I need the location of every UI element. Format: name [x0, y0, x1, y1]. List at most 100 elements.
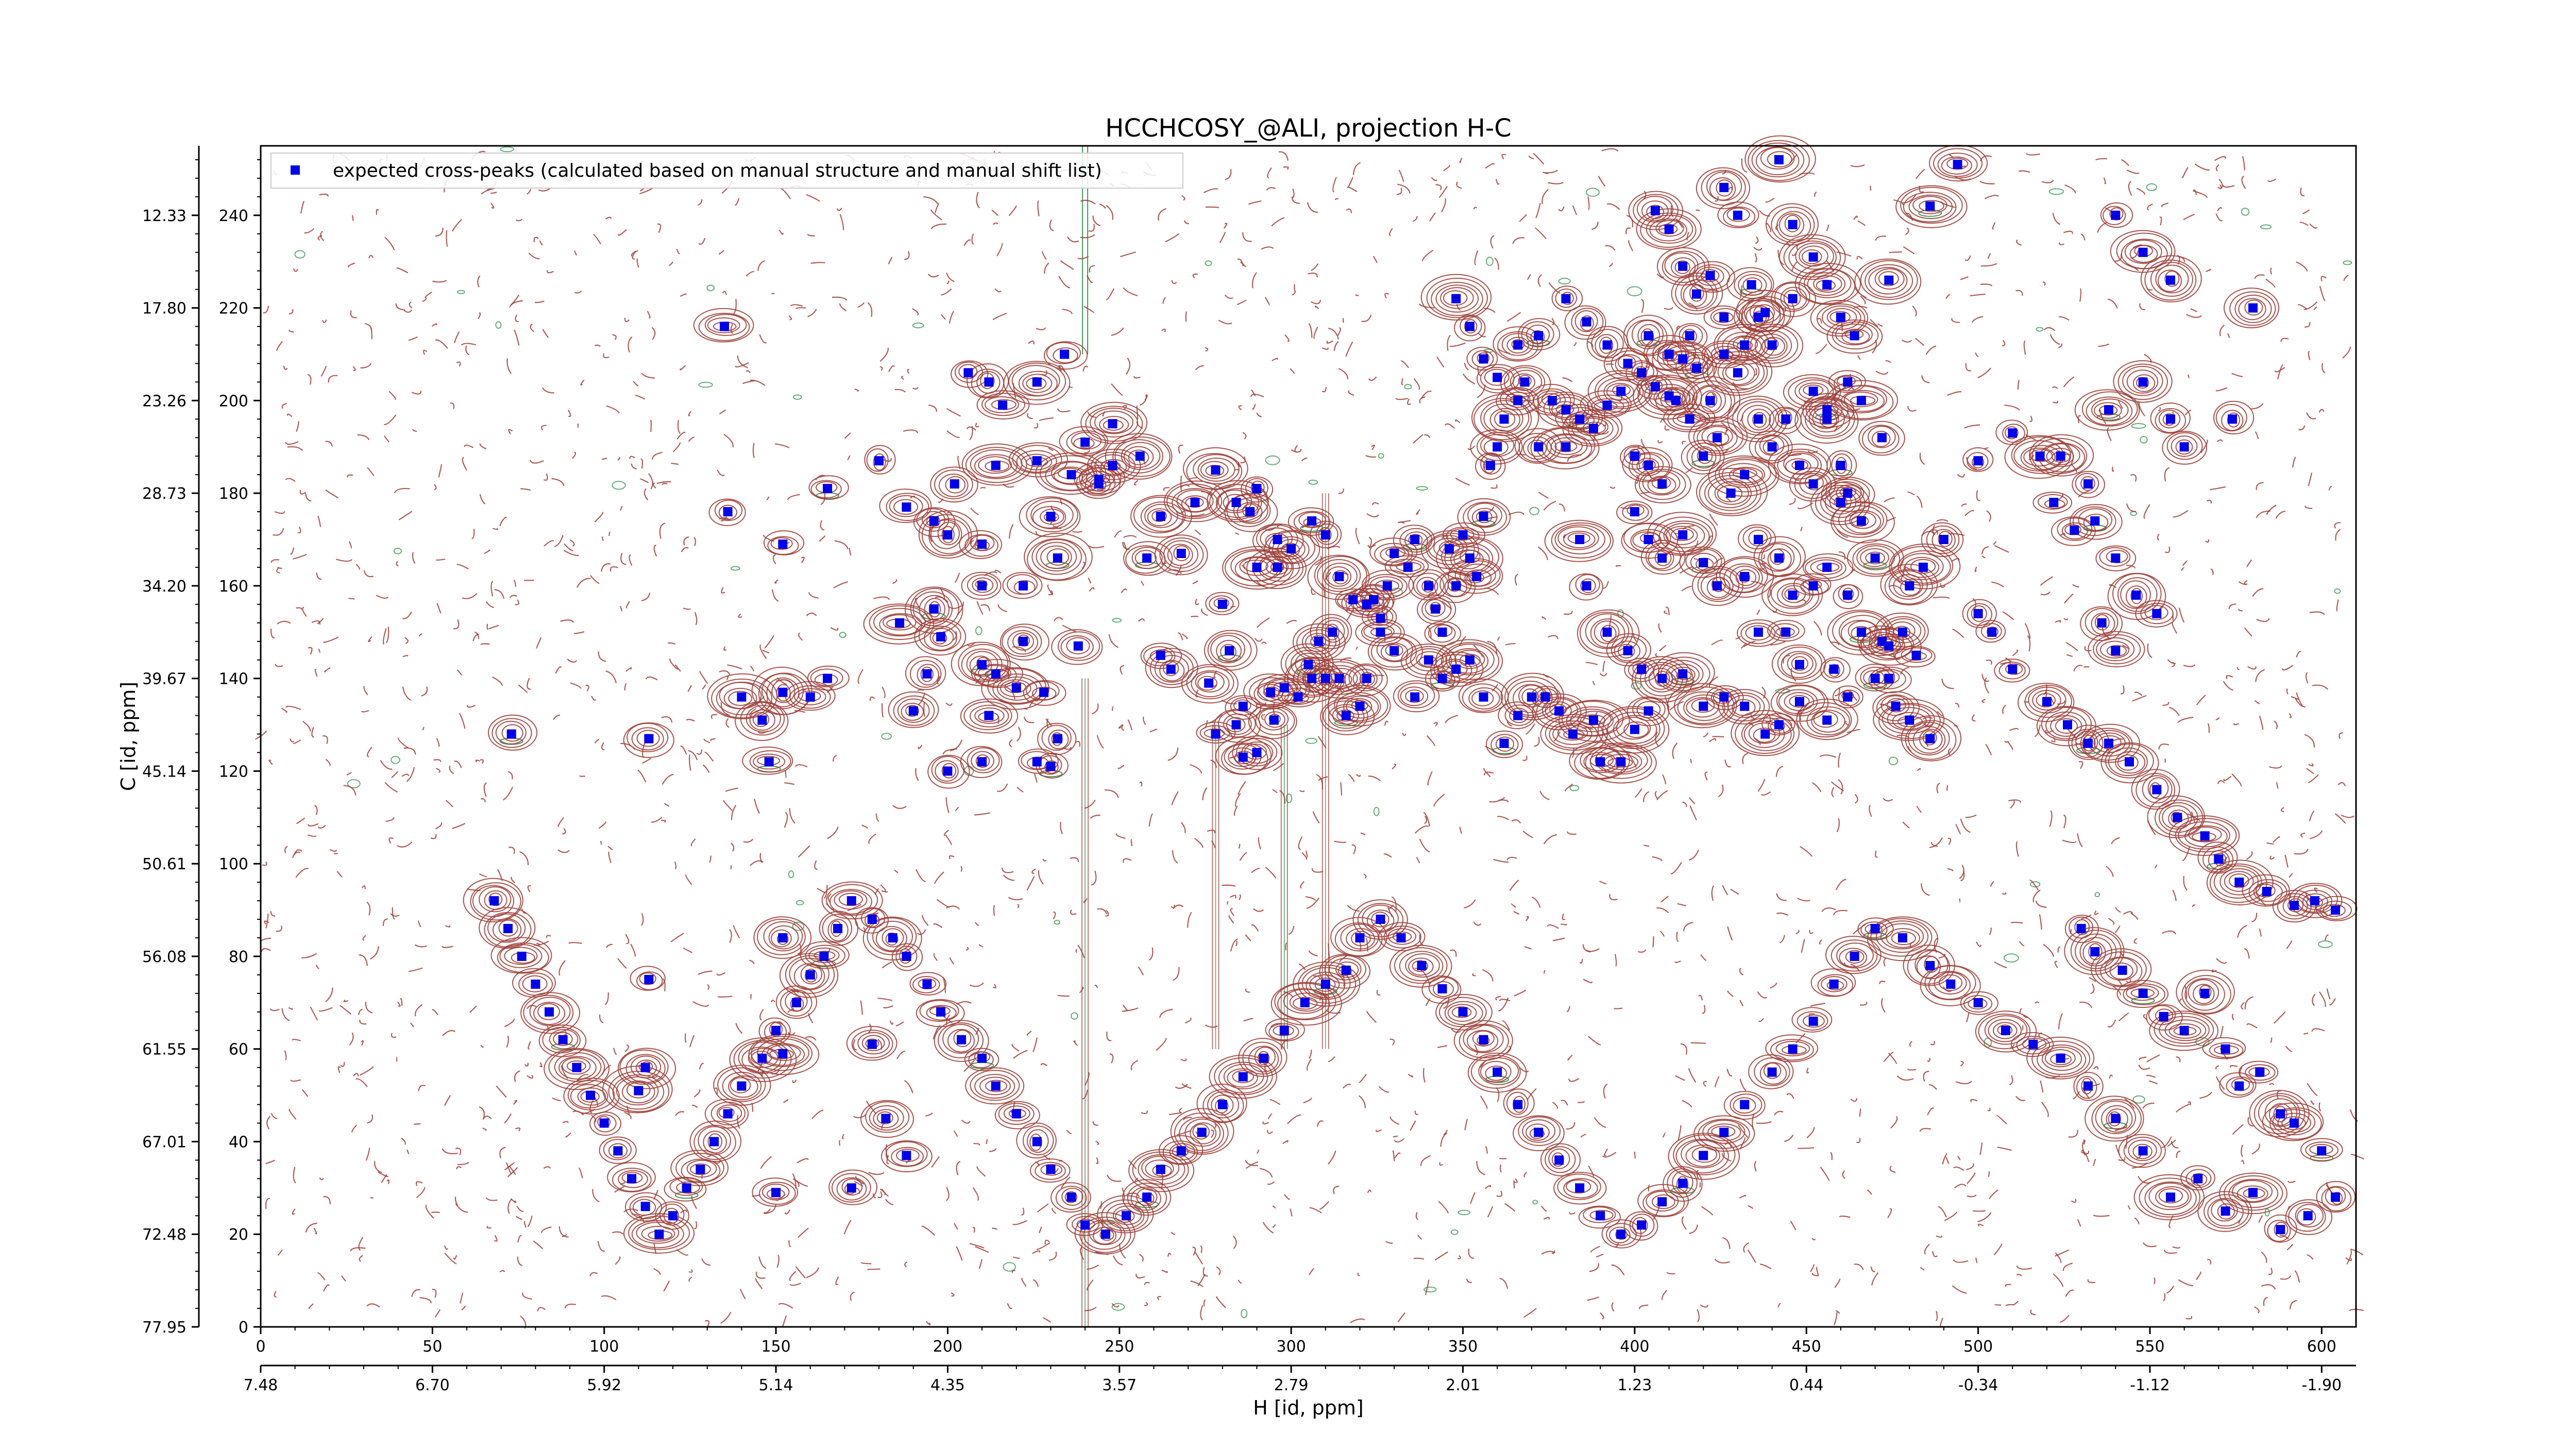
cross-peak-marker: [1643, 331, 1653, 341]
cross-peak-marker: [503, 924, 513, 933]
peak-contour: [1696, 266, 1724, 286]
noise-contour: [881, 703, 884, 718]
noise-contour: [2115, 906, 2121, 913]
noise-contour: [1497, 816, 1510, 820]
peak-contour: [2289, 883, 2343, 918]
noise-contour: [2050, 698, 2055, 704]
peak-contour: [1663, 523, 1705, 549]
noise-contour: [462, 457, 467, 471]
noise-contour: [1541, 189, 1549, 205]
peak-contour: [1733, 1097, 1756, 1114]
noise-contour: [1228, 915, 1234, 924]
noise-contour: [1348, 177, 1353, 188]
noise-contour: [1811, 1272, 1819, 1276]
noise-contour: [2193, 190, 2208, 198]
peak-contour: [2253, 1093, 2306, 1135]
noise-contour: [1580, 1133, 1586, 1138]
noise-contour: [293, 739, 301, 744]
peak-contour: [1545, 716, 1604, 751]
peak-contour: [1324, 955, 1367, 984]
noise-contour: [536, 942, 541, 946]
noise-contour: [301, 953, 317, 958]
noise-contour: [574, 290, 582, 294]
noise-contour: [739, 1288, 746, 1300]
noise-contour: [318, 648, 321, 653]
noise-contour: [2004, 405, 2021, 411]
noise-contour: [850, 1291, 855, 1301]
peak-contour: [616, 1076, 659, 1106]
noise-contour: [2094, 910, 2099, 915]
peak-contour: [1594, 620, 1620, 644]
noise-contour: [1655, 653, 1658, 658]
noise-contour: [2023, 340, 2026, 355]
noise-contour: [743, 838, 754, 843]
noise-contour: [1739, 967, 1744, 976]
noise-contour: [472, 633, 479, 642]
peak-contour: [918, 620, 961, 652]
cross-peak-marker: [1699, 1151, 1708, 1160]
peak-contour: [1891, 931, 1916, 946]
peak-contour: [1438, 997, 1487, 1027]
peak-contour: [631, 1220, 684, 1249]
noise-contour: [605, 216, 612, 220]
noise-contour: [886, 1155, 889, 1165]
peak-contour: [1224, 493, 1278, 532]
noise-contour: [1948, 748, 1951, 756]
noise-contour: [323, 1284, 330, 1292]
noise-contour: [1760, 791, 1771, 796]
noise-contour: [601, 1295, 617, 1301]
peak-contour: [1197, 458, 1235, 482]
peak-contour: [1908, 721, 1950, 756]
peak-contour: [1795, 242, 1834, 270]
peak-contour: [1591, 329, 1624, 359]
noise-contour: [494, 1235, 498, 1242]
peak-contour: [636, 730, 660, 747]
noise-contour: [490, 203, 495, 209]
noise-contour: [1148, 947, 1154, 961]
peak-contour: [1416, 577, 1438, 596]
noise-contour: [1569, 1212, 1575, 1215]
peak-contour: [1798, 268, 1856, 305]
noise-contour: [2108, 918, 2115, 925]
peak-contour: [2159, 802, 2198, 833]
noise-contour: [1239, 894, 1241, 900]
peak-contour: [1737, 619, 1782, 647]
peak-contour: [775, 985, 818, 1019]
noise-contour: [418, 633, 422, 637]
cross-peak-marker: [1046, 1165, 1056, 1174]
noise-contour: [1770, 641, 1786, 646]
noise-contour: [1171, 280, 1177, 284]
noise-contour: [951, 1292, 955, 1297]
noise-contour: [901, 376, 904, 380]
noise-contour: [1727, 990, 1734, 997]
cross-peak-marker: [1286, 544, 1296, 553]
noise-contour: [1075, 949, 1077, 953]
noise-contour: [1986, 660, 1992, 665]
peak-contour: [2144, 1181, 2197, 1216]
noise-contour: [479, 1106, 485, 1120]
noise-contour: [2106, 865, 2114, 877]
noise-contour: [2270, 1037, 2273, 1043]
noise-contour: [1756, 609, 1760, 615]
noise-contour: [461, 343, 476, 346]
peak-contour: [1484, 368, 1510, 386]
noise-contour: [1850, 1098, 1857, 1102]
cross-peak-marker: [1774, 155, 1784, 164]
noise-contour: [2328, 485, 2332, 491]
noise-contour: [1964, 255, 1971, 261]
peak-contour: [987, 668, 1046, 705]
noise-contour: [1659, 930, 1665, 937]
noise-contour: [971, 233, 974, 245]
noise-contour: [1366, 938, 1368, 952]
noise-contour: [628, 336, 633, 353]
noise-contour: [2093, 1158, 2096, 1167]
noise-contour: [1096, 735, 1104, 749]
peak-contour: [2300, 1138, 2343, 1161]
cross-peak-marker: [1534, 442, 1544, 452]
cross-peak-marker: [1664, 391, 1674, 401]
peak-contour: [1207, 632, 1252, 667]
peak-contour: [1696, 167, 1750, 209]
cross-peak-marker: [902, 951, 911, 961]
peak-contour: [841, 1178, 863, 1196]
peak-contour: [463, 878, 523, 923]
